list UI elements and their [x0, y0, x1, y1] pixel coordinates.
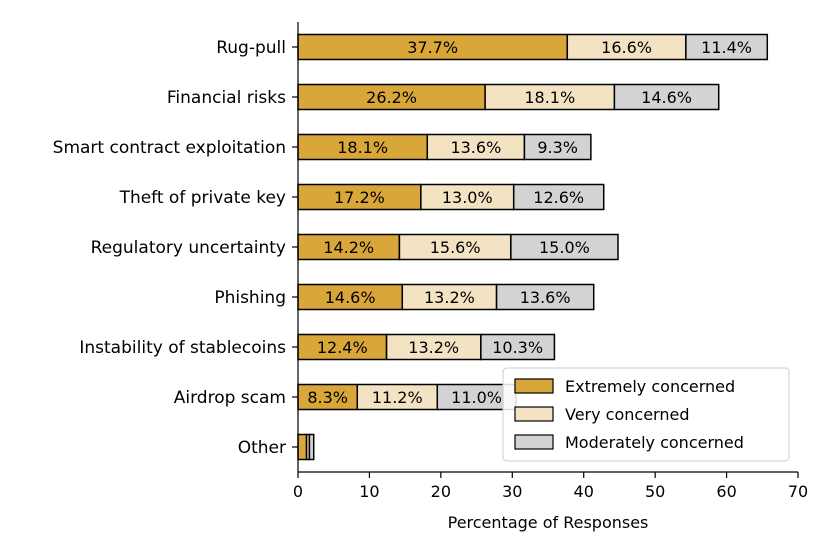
- bar-label-financial-risks-very-concerned: 18.1%: [524, 88, 575, 107]
- bar-airdrop-scam-extremely-concerned: [297, 383, 359, 411]
- y-tick-label-regulatory-uncertainty: Regulatory uncertainty: [91, 238, 286, 258]
- bar-label-airdrop-scam-moderately-concerned: 11.0%: [451, 388, 502, 407]
- bar-label-smart-contract-exploitation-moderately-concerned: 9.3%: [537, 138, 578, 157]
- bar-instability-of-stablecoins-moderately-concerned: [480, 333, 556, 361]
- legend-label-very-concerned: Very concerned: [565, 405, 689, 424]
- bar-other-moderately-concerned: [308, 433, 315, 461]
- legend: Extremely concerned Very concerned Moderat…: [502, 367, 790, 462]
- y-tick-label-rug-pull: Rug-pull: [216, 38, 286, 58]
- legend-frame: [502, 367, 790, 462]
- bar-label-smart-contract-exploitation-extremely-concerned: 18.1%: [337, 138, 388, 157]
- bar-regulatory-uncertainty-moderately-concerned: [510, 233, 619, 261]
- legend-swatch-moderately-concerned: [514, 434, 554, 450]
- x-tick-label-40: 40: [574, 482, 594, 501]
- bar-smart-contract-exploitation-moderately-concerned: [523, 133, 592, 161]
- bar-regulatory-uncertainty-very-concerned: [398, 233, 512, 261]
- bar-label-rug-pull-very-concerned: 16.6%: [601, 38, 652, 57]
- bar-label-phishing-very-concerned: 13.2%: [424, 288, 475, 307]
- legend-swatch-extremely-concerned: [514, 378, 554, 394]
- y-tick-label-airdrop-scam: Airdrop scam: [174, 388, 286, 408]
- bar-rug-pull-moderately-concerned: [685, 33, 769, 61]
- bar-label-theft-of-private-key-moderately-concerned: 12.6%: [533, 188, 584, 207]
- bar-other-extremely-concerned: [297, 433, 308, 461]
- bar-label-phishing-extremely-concerned: 14.6%: [325, 288, 376, 307]
- x-tick-label-20: 20: [431, 482, 451, 501]
- bar-label-regulatory-uncertainty-extremely-concerned: 14.2%: [323, 238, 374, 257]
- bar-label-rug-pull-extremely-concerned: 37.7%: [407, 38, 458, 57]
- bar-instability-of-stablecoins-extremely-concerned: [297, 333, 388, 361]
- bar-smart-contract-exploitation-extremely-concerned: [297, 133, 429, 161]
- bar-regulatory-uncertainty-extremely-concerned: [297, 233, 401, 261]
- y-tick-label-phishing: Phishing: [214, 288, 286, 308]
- bar-label-theft-of-private-key-extremely-concerned: 17.2%: [334, 188, 385, 207]
- bar-label-rug-pull-moderately-concerned: 11.4%: [701, 38, 752, 57]
- bar-rug-pull-very-concerned: [566, 33, 687, 61]
- x-tick-label-60: 60: [716, 482, 736, 501]
- bar-phishing-moderately-concerned: [495, 283, 595, 311]
- x-tick-label-30: 30: [502, 482, 522, 501]
- bar-label-instability-of-stablecoins-extremely-concerned: 12.4%: [317, 338, 368, 357]
- y-tick-label-smart-contract-exploitation: Smart contract exploitation: [53, 138, 286, 158]
- axes-layer: Rug-pull Financial risks Smart contract ex…: [53, 22, 808, 501]
- legend-label-moderately-concerned: Moderately concerned: [565, 433, 744, 452]
- bar-smart-contract-exploitation-very-concerned: [426, 133, 526, 161]
- bar-label-regulatory-uncertainty-moderately-concerned: 15.0%: [539, 238, 590, 257]
- x-tick-label-10: 10: [359, 482, 379, 501]
- bar-airdrop-scam-very-concerned: [356, 383, 439, 411]
- bar-label-smart-contract-exploitation-very-concerned: 13.6%: [450, 138, 501, 157]
- x-axis-title: Percentage of Responses: [448, 513, 649, 532]
- y-tick-label-instability-of-stablecoins: Instability of stablecoins: [79, 338, 286, 358]
- bar-label-theft-of-private-key-very-concerned: 13.0%: [442, 188, 493, 207]
- bar-label-financial-risks-extremely-concerned: 26.2%: [366, 88, 417, 107]
- bar-label-financial-risks-moderately-concerned: 14.6%: [641, 88, 692, 107]
- bar-label-regulatory-uncertainty-very-concerned: 15.6%: [430, 238, 481, 257]
- bar-theft-of-private-key-moderately-concerned: [512, 183, 605, 211]
- legend-label-extremely-concerned: Extremely concerned: [565, 377, 735, 396]
- y-tick-label-theft-of-private-key: Theft of private key: [119, 188, 286, 208]
- bar-label-instability-of-stablecoins-moderately-concerned: 10.3%: [492, 338, 543, 357]
- bar-financial-risks-very-concerned: [484, 83, 616, 111]
- bars-layer: [297, 33, 769, 461]
- bar-financial-risks-moderately-concerned: [613, 83, 720, 111]
- bar-phishing-very-concerned: [401, 283, 498, 311]
- bar-label-instability-of-stablecoins-very-concerned: 13.2%: [408, 338, 459, 357]
- x-tick-label-0: 0: [293, 482, 303, 501]
- x-tick-label-70: 70: [788, 482, 808, 501]
- y-tick-label-financial-risks: Financial risks: [167, 88, 286, 108]
- bar-label-phishing-moderately-concerned: 13.6%: [520, 288, 571, 307]
- y-tick-label-other: Other: [238, 438, 286, 458]
- legend-swatch-very-concerned: [514, 406, 554, 422]
- x-tick-label-50: 50: [645, 482, 665, 501]
- bar-labels-layer: 37.7% 16.6% 11.4% 26.2% 18.1% 14.6% 18.1% 13.6%…: [307, 38, 752, 407]
- bar-label-airdrop-scam-very-concerned: 11.2%: [372, 388, 423, 407]
- bar-label-airdrop-scam-extremely-concerned: 8.3%: [307, 388, 348, 407]
- bar-instability-of-stablecoins-very-concerned: [385, 333, 482, 361]
